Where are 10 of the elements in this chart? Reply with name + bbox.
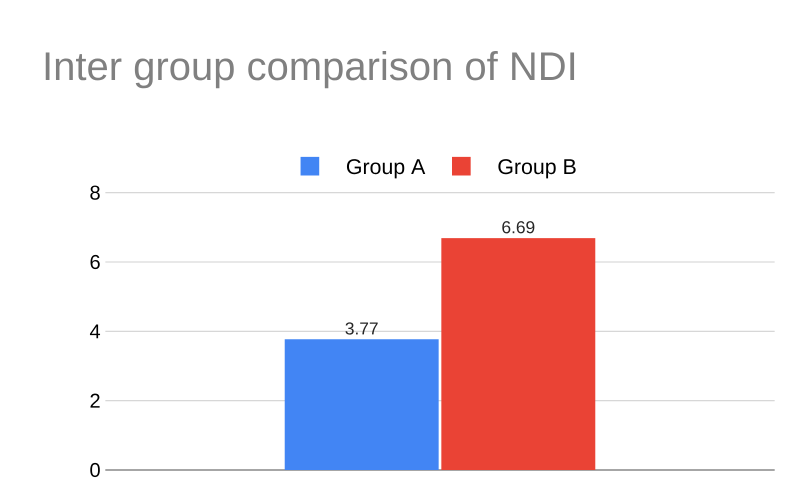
y-tick-label: 6 [90,254,100,270]
data-label: 6.69 [502,221,534,234]
legend-label: Group B [498,159,576,178]
data-label: 3.77 [346,322,378,335]
chart-title: Inter group comparison of NDI [46,51,574,88]
y-tick-label: 8 [90,186,100,200]
y-tick-label: 4 [90,324,100,338]
y-tick-label: 0 [90,462,100,478]
legend-label: Group A [346,159,426,178]
y-tick-label: 2 [90,394,100,408]
